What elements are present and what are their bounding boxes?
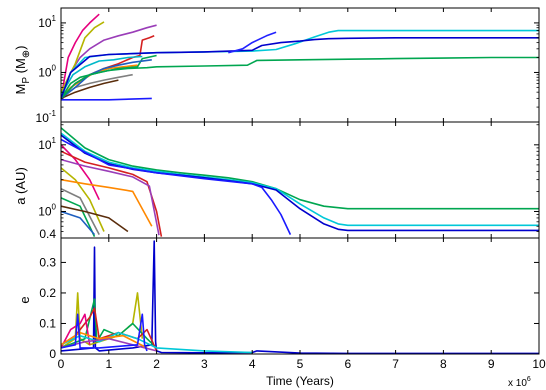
middle-series-5 — [61, 150, 163, 237]
top-ytick-label-base: 10 — [38, 65, 52, 79]
xtick-label: 2 — [153, 357, 160, 371]
top-series-14 — [228, 31, 277, 54]
top-ytick-label: 100 — [38, 63, 56, 79]
xtick-label: 3 — [201, 357, 208, 371]
xtick-label: 5 — [297, 357, 304, 371]
bottom-ylabel: e — [17, 296, 32, 303]
middle-series-8 — [61, 178, 153, 227]
xtick-label: 6 — [344, 357, 351, 371]
middle-series-2 — [61, 134, 539, 232]
top-ylabel-unit-sub: ⊕ — [21, 50, 32, 58]
xtick-label: 1 — [105, 357, 112, 371]
xtick-label: 0 — [58, 357, 65, 371]
middle-ytick-label-base: 10 — [38, 204, 52, 218]
xtick-label: 8 — [440, 357, 447, 371]
middle-ytick-label: 100 — [38, 202, 56, 218]
bottom-ytick-label: 0 — [49, 347, 56, 361]
middle-series-6 — [61, 158, 160, 236]
top-ylabel-unit-close: ) — [13, 45, 28, 49]
middle-series-3 — [61, 138, 292, 235]
middle-ylabel: a (AU) — [13, 167, 28, 205]
bottom-series-group — [61, 240, 539, 354]
middle-series-group — [61, 127, 539, 237]
bottom-series-5 — [61, 331, 253, 354]
x-axis-label: Time (Years) — [266, 374, 334, 388]
bottom-ytick-label: 0.1 — [39, 316, 56, 330]
panel-bottom: 0 0.1 0.2 0.3 0 1 2 3 4 5 6 7 8 9 10 — [39, 237, 546, 371]
top-series-11 — [61, 56, 539, 99]
top-ytick-label-exp: 0 — [52, 63, 57, 72]
middle-ytick-label-exp: 1 — [52, 136, 57, 145]
middle-ytick-label: 101 — [38, 136, 56, 152]
middle-ytick-label: 0.4 — [39, 227, 56, 241]
top-series-4 — [61, 55, 143, 96]
xtick-label: 9 — [488, 357, 495, 371]
top-series-9 — [61, 59, 152, 100]
middle-ytick-label-base: 10 — [38, 138, 52, 152]
top-ytick-label-base: 10 — [38, 16, 52, 30]
bottom-series-6 — [61, 337, 157, 352]
middle-series-4 — [61, 144, 100, 201]
middle-series-10 — [61, 197, 96, 237]
middle-series-1 — [61, 132, 539, 227]
middle-series-0 — [61, 127, 539, 210]
bottom-ytick-label: 0.2 — [39, 286, 56, 300]
top-series-group — [61, 13, 539, 101]
top-ytick-label: 10-1 — [36, 109, 57, 125]
bottom-series-8 — [61, 313, 148, 352]
top-ytick-label-exp: 1 — [52, 14, 57, 23]
top-ytick-label-base: 10 — [36, 111, 50, 125]
x-multiplier: x 106 — [508, 376, 531, 389]
xtick-label: 4 — [249, 357, 256, 371]
top-series-10 — [61, 97, 152, 101]
top-ytick-label: 101 — [38, 14, 56, 30]
x-multiplier-exp: 6 — [527, 376, 531, 383]
top-ytick-label-exp: -1 — [49, 109, 57, 118]
middle-series-7 — [61, 167, 105, 232]
top-series-0 — [61, 13, 100, 99]
top-ylabel-unit-open: (M — [13, 58, 28, 77]
top-ylabel-main: M — [13, 84, 28, 95]
middle-ytick-label-exp: 0 — [52, 202, 57, 211]
top-ylabel: MP (M⊕) — [13, 45, 32, 94]
x-multiplier-base: x 10 — [508, 378, 527, 389]
middle-series-12 — [61, 210, 96, 236]
middle-series-9 — [61, 187, 100, 235]
bottom-series-7 — [61, 331, 148, 349]
top-series-13 — [61, 36, 539, 99]
middle-frame — [60, 121, 540, 239]
top-ylabel-sub: P — [21, 77, 32, 84]
xtick-label: 10 — [532, 357, 546, 371]
xtick-label: 7 — [392, 357, 399, 371]
bottom-ytick-label: 0.3 — [39, 255, 56, 269]
top-series-8 — [61, 79, 119, 100]
bottom-series-4 — [61, 313, 91, 349]
middle-series-11 — [61, 205, 129, 233]
